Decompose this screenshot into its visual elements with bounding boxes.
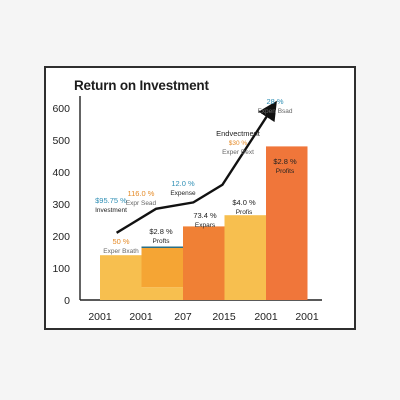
annotation-c-line-1: Expense	[170, 190, 196, 197]
x-tick-label-0: 2001	[88, 311, 112, 323]
annotation-b-line-1: Expr Sead	[126, 200, 157, 207]
bar-4-seg-0	[266, 146, 308, 300]
y-tick-label-2: 200	[52, 231, 70, 243]
annotation-f-line-0: 73.4 %	[193, 211, 217, 220]
annotation-g-line-1: Profis	[236, 209, 253, 216]
trend-line	[115, 100, 277, 234]
annotation-e-line-1: Profts	[153, 238, 171, 245]
annotation-b-line-0: 116.0 %	[128, 189, 155, 198]
annotation-e-line-0: $2.8 %	[149, 227, 173, 236]
y-tick-label-4: 400	[52, 167, 70, 179]
y-tick-label-3: 300	[52, 199, 70, 211]
y-tick-label-5: 500	[52, 135, 70, 147]
x-tick-label-4: 2001	[254, 311, 278, 323]
x-tick-label-3: 2015	[212, 311, 236, 323]
annotation-right-line-0: $2.8 %	[273, 157, 297, 166]
annotation-right-line-1: Profits	[276, 168, 295, 175]
bar-3-seg-0	[224, 215, 266, 300]
annotation-f-line-1: Expars	[195, 222, 216, 229]
y-tick-label-6: 600	[52, 103, 70, 115]
annotation-top-line-1: Expen Bsad	[257, 108, 292, 115]
x-tick-label-1: 2001	[129, 311, 153, 323]
bar-2-seg-0	[183, 226, 225, 300]
annotation-mid-line-1: $30 %	[229, 140, 248, 147]
y-tick-label-0: 0	[64, 295, 70, 307]
annotation-a-line-0: $95.75 %	[95, 196, 127, 205]
bar-0-seg-0	[100, 255, 142, 300]
annotation-d-line-0: 50 %	[112, 237, 129, 246]
annotation-top-line-0: 28 %	[266, 97, 283, 106]
annotation-mid-line-2: Exper Bext	[222, 149, 254, 156]
annotation-d-line-1: Exper Bxath	[103, 248, 139, 255]
chart-title: Return on Investment	[74, 78, 209, 93]
x-tick-label-5: 2001	[295, 311, 319, 323]
y-tick-label-1: 100	[52, 263, 70, 275]
bar-1-seg-0	[141, 287, 183, 300]
annotation-g-line-0: $4.0 %	[232, 198, 256, 207]
x-tick-label-2: 207	[174, 311, 192, 323]
bar-1-seg-1	[141, 247, 183, 288]
annotation-a-line-1: Investment	[95, 207, 127, 214]
annotation-mid-line-0: Endvectment	[216, 129, 261, 138]
annotation-c-line-0: 12.0 %	[171, 179, 195, 188]
